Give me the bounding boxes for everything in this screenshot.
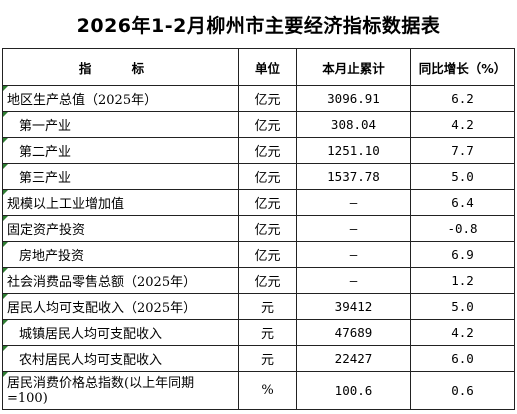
cell-marker [3,268,8,273]
indicator-name: 城镇居民人均可支配收入 [19,327,163,342]
indicator-name-cell: 第一产业 [2,111,239,138]
value-cell: 100.6 [296,371,411,410]
cell-marker [3,86,8,91]
yoy-cell: 5.0 [410,163,515,190]
indicator-name-cell: 第三产业 [2,163,239,190]
unit-cell: 亿元 [238,85,297,112]
cell-marker [3,138,8,143]
cell-marker [3,294,8,299]
header-indicator: 指 标 [2,48,239,86]
indicator-name: 居民消费价格总指数(以上年同期=100) [7,375,195,406]
unit-cell: 元 [238,319,297,346]
yoy-cell: 0.6 [410,371,515,410]
indicator-name: 固定资产投资 [7,223,86,238]
value-cell: 22427 [296,345,411,372]
yoy-cell: 7.7 [410,137,515,164]
yoy-cell: 4.2 [410,111,515,138]
indicator-name: 农村居民人均可支配收入 [19,353,163,368]
unit-cell: 亿元 [238,137,297,164]
table-row: 地区生产总值（2025年） 亿元 3096.91 6.2 [2,85,515,112]
value-cell: — [296,267,411,294]
cell-marker [3,242,8,247]
indicator-name-cell: 城镇居民人均可支配收入 [2,319,239,346]
table-row: 第二产业 亿元 1251.10 7.7 [2,137,515,164]
yoy-cell: 5.0 [410,293,515,320]
indicator-name: 居民人均可支配收入（2025年） [7,301,197,316]
unit-cell: 亿元 [238,267,297,294]
indicator-name: 第二产业 [19,145,72,160]
yoy-cell: 4.2 [410,319,515,346]
yoy-cell: 6.4 [410,189,515,216]
cell-marker [3,320,8,325]
header-value: 本月止累计 [296,48,411,86]
indicator-name-cell: 第二产业 [2,137,239,164]
indicator-name: 地区生产总值（2025年） [7,93,158,108]
table-row: 固定资产投资 亿元 — -0.8 [2,215,515,242]
cell-marker [3,346,8,351]
table-row: 第三产业 亿元 1537.78 5.0 [2,163,515,190]
table-row: 居民消费价格总指数(以上年同期=100)% 100.6 0.6 [2,371,515,410]
indicator-name: 第一产业 [19,119,72,134]
value-cell: 39412 [296,293,411,320]
unit-cell: % [238,371,297,410]
page-title: 2026年1-2月柳州市主要经济指标数据表 [76,14,441,37]
indicator-name-cell: 房地产投资 [2,241,239,268]
cell-marker [3,216,8,221]
table-row: 规模以上工业增加值 亿元 —6.4 [2,189,515,216]
header-unit: 单位 [238,48,297,86]
value-cell: 308.04 [296,111,411,138]
value-cell: 47689 [296,319,411,346]
indicator-name-cell: 居民消费价格总指数(以上年同期=100) [2,371,239,410]
indicator-name: 社会消费品零售总额（2025年） [7,275,197,290]
value-cell: — [296,215,411,242]
table-row: 房地产投资 亿元 —6.9 [2,241,515,268]
value-cell: — [296,241,411,268]
yoy-cell: -0.8 [410,215,515,242]
cell-marker [3,372,8,377]
yoy-cell: 6.0 [410,345,515,372]
yoy-cell: 1.2 [410,267,515,294]
cell-marker [3,190,8,195]
cell-marker [3,112,8,117]
cell-marker [3,164,8,169]
yoy-cell: 6.2 [410,85,515,112]
indicator-name-cell: 社会消费品零售总额（2025年） [2,267,239,294]
value-cell: 1537.78 [296,163,411,190]
indicator-name: 规模以上工业增加值 [7,197,125,212]
unit-cell: 亿元 [238,163,297,190]
table-row: 第一产业 亿元 308.04 4.2 [2,111,515,138]
economic-indicators-table: 指 标 单位 本月止累计 同比增长（%） 地区生产总值（2025年） 亿元 3096… [2,48,515,410]
table-row: 农村居民人均可支配收入 元 22427 6.0 [2,345,515,372]
table-row: 城镇居民人均可支配收入 元 47689 4.2 [2,319,515,346]
unit-cell: 亿元 [238,215,297,242]
header-yoy: 同比增长（%） [410,48,515,86]
unit-cell: 亿元 [238,111,297,138]
value-cell: 1251.10 [296,137,411,164]
indicator-name: 第三产业 [19,171,72,186]
indicator-name: 房地产投资 [19,249,85,264]
unit-cell: 元 [238,345,297,372]
indicator-name-cell: 规模以上工业增加值 [2,189,239,216]
value-cell: — [296,189,411,216]
unit-cell: 亿元 [238,241,297,268]
yoy-cell: 6.9 [410,241,515,268]
table-row: 居民人均可支配收入（2025年） 元 39412 5.0 [2,293,515,320]
unit-cell: 元 [238,293,297,320]
value-cell: 3096.91 [296,85,411,112]
indicator-name-cell: 固定资产投资 [2,215,239,242]
indicator-name-cell: 地区生产总值（2025年） [2,85,239,112]
table-header-row: 指 标 单位 本月止累计 同比增长（%） [2,48,515,86]
indicator-name-cell: 居民人均可支配收入（2025年） [2,293,239,320]
table-row: 社会消费品零售总额（2025年） 亿元 —1.2 [2,267,515,294]
indicator-name-cell: 农村居民人均可支配收入 [2,345,239,372]
table-body: 地区生产总值（2025年） 亿元 3096.91 6.2 第一产业 亿元 308.04 4.2… [2,85,515,410]
unit-cell: 亿元 [238,189,297,216]
